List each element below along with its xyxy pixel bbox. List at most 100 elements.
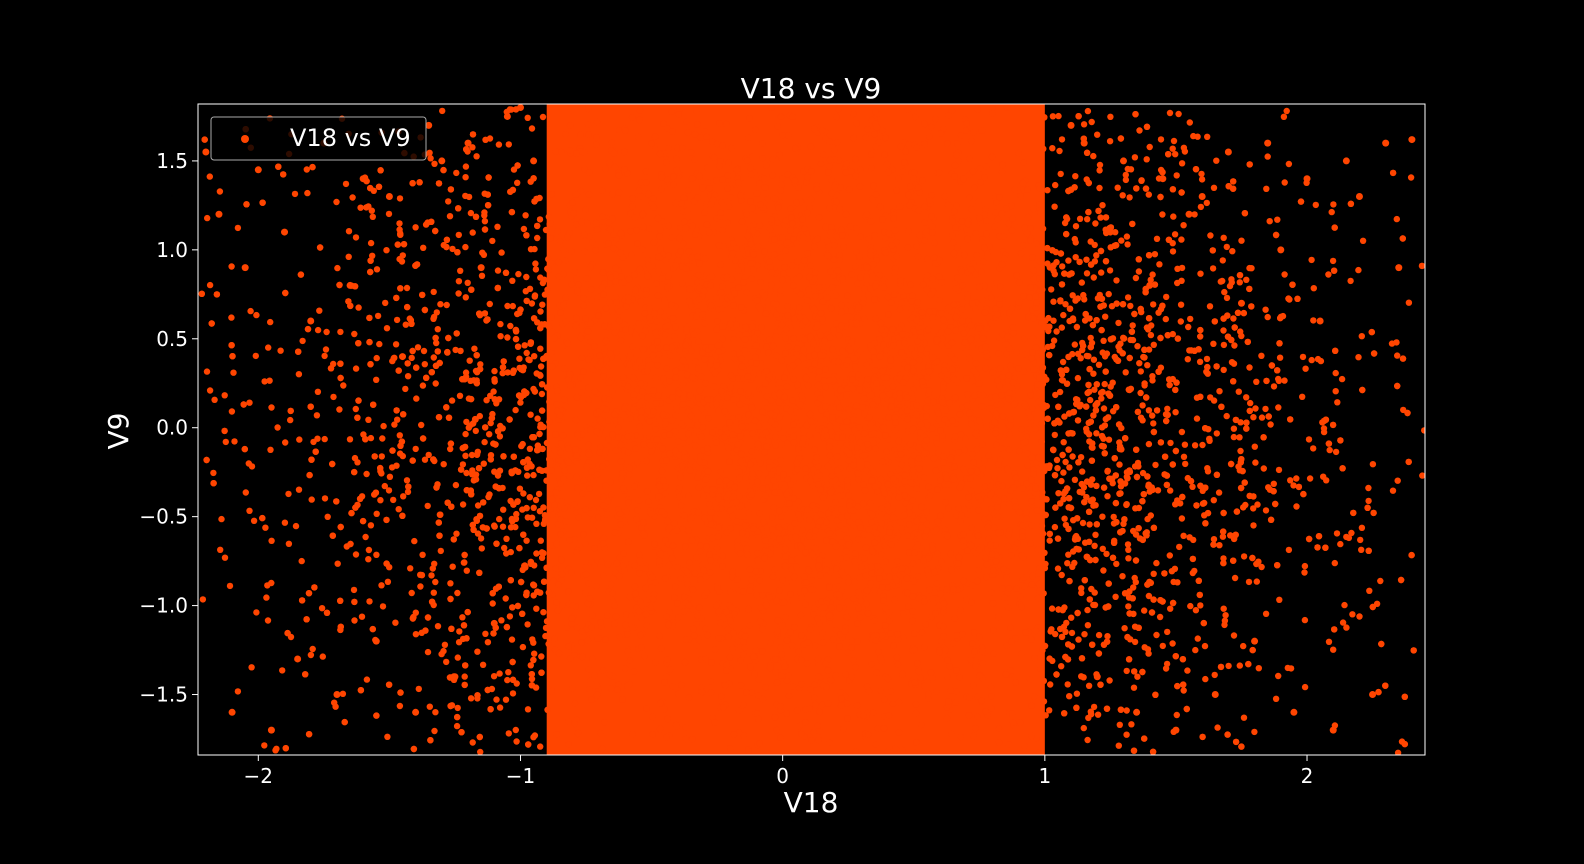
scatter-cloud-point: [824, 462, 832, 470]
scatter-cloud-point: [226, 582, 234, 590]
scatter-cloud-point: [582, 506, 590, 513]
scatter-cloud-point: [587, 263, 594, 271]
scatter-cloud-point: [358, 613, 366, 620]
scatter-cloud-point: [500, 506, 507, 513]
scatter-cloud-point: [756, 577, 764, 584]
scatter-cloud-point: [593, 583, 600, 590]
scatter-cloud-point: [1090, 274, 1098, 281]
scatter-cloud-point: [777, 734, 784, 741]
scatter-cloud-point: [1405, 299, 1413, 306]
scatter-cloud-point: [837, 689, 844, 696]
scatter-cloud-point: [373, 510, 380, 517]
scatter-cloud-point: [790, 433, 797, 440]
scatter-cloud-point: [512, 523, 519, 531]
scatter-cloud-point: [971, 184, 978, 191]
scatter-cloud-point: [1123, 707, 1130, 714]
scatter-cloud-point: [503, 535, 510, 542]
scatter-cloud-point: [1187, 315, 1194, 323]
scatter-cloud-point: [719, 563, 726, 570]
scatter-cloud-point: [484, 639, 492, 646]
scatter-cloud-point: [798, 656, 805, 664]
scatter-cloud-point: [1180, 222, 1187, 229]
scatter-cloud-point: [662, 490, 669, 497]
scatter-cloud-point: [713, 177, 720, 184]
scatter-cloud-point: [253, 609, 260, 616]
scatter-cloud-point: [869, 195, 876, 203]
scatter-cloud-point: [1333, 530, 1341, 537]
scatter-cloud-point: [1198, 176, 1206, 183]
scatter-cloud-point: [1041, 467, 1048, 475]
scatter-cloud-point: [1332, 369, 1339, 377]
scatter-cloud-point: [1190, 132, 1197, 140]
scatter-cloud-point: [1377, 577, 1384, 585]
scatter-cloud-point: [973, 445, 981, 453]
scatter-cloud-point: [784, 275, 791, 283]
scatter-cloud-point: [772, 333, 779, 340]
scatter-cloud-point: [459, 461, 467, 468]
scatter-cloud-point: [489, 237, 496, 245]
scatter-cloud-point: [675, 690, 682, 697]
scatter-cloud-point: [1210, 340, 1217, 347]
scatter-cloud-point: [1083, 270, 1091, 277]
scatter-cloud-point: [872, 445, 879, 452]
scatter-cloud-point: [649, 351, 657, 359]
scatter-cloud-point: [988, 589, 995, 596]
scatter-cloud-point: [1219, 257, 1227, 264]
scatter-cloud-point: [1050, 317, 1057, 324]
scatter-cloud-point: [1021, 351, 1029, 358]
scatter-cloud-point: [923, 413, 930, 420]
scatter-cloud-point: [657, 645, 665, 652]
scatter-cloud-point: [496, 704, 504, 711]
scatter-cloud-point: [693, 226, 700, 234]
scatter-cloud-point: [1252, 405, 1259, 412]
scatter-cloud-point: [600, 572, 607, 580]
scatter-cloud-point: [778, 357, 785, 364]
scatter-cloud-point: [890, 475, 897, 482]
scatter-cloud-point: [751, 670, 758, 677]
scatter-cloud-point: [1017, 650, 1025, 658]
scatter-cloud-point: [573, 394, 581, 401]
scatter-cloud-point: [725, 159, 732, 166]
scatter-cloud-point: [531, 732, 539, 739]
scatter-cloud-point: [526, 445, 534, 452]
scatter-cloud-point: [593, 118, 601, 126]
scatter-cloud-point: [498, 617, 505, 624]
scatter-cloud-point: [891, 227, 899, 234]
scatter-cloud-point: [822, 383, 829, 391]
scatter-cloud-point: [969, 343, 976, 350]
scatter-cloud-point: [1092, 531, 1099, 538]
scatter-cloud-point: [1356, 613, 1363, 620]
scatter-cloud-point: [806, 432, 813, 439]
scatter-cloud-point: [1021, 583, 1028, 590]
scatter-cloud-point: [742, 331, 750, 338]
scatter-cloud-point: [1023, 509, 1030, 516]
scatter-cloud-point: [282, 439, 289, 446]
scatter-cloud-point: [952, 750, 959, 755]
scatter-cloud-point: [1127, 336, 1134, 344]
scatter-cloud-point: [857, 166, 864, 174]
scatter-cloud-point: [982, 206, 989, 213]
scatter-cloud-point: [472, 427, 479, 435]
scatter-cloud-point: [879, 385, 886, 392]
scatter-cloud-point: [1220, 234, 1227, 241]
scatter-cloud-point: [987, 683, 995, 691]
scatter-cloud-point: [615, 189, 623, 196]
scatter-cloud-point: [662, 331, 669, 338]
scatter-cloud-point: [1170, 213, 1177, 220]
scatter-cloud-point: [641, 652, 648, 660]
scatter-cloud-point: [844, 302, 852, 309]
scatter-cloud-point: [1020, 242, 1027, 249]
scatter-cloud-point: [1093, 252, 1100, 259]
scatter-cloud-point: [798, 730, 805, 738]
scatter-cloud-point: [776, 378, 783, 386]
scatter-cloud-point: [539, 301, 546, 308]
scatter-cloud-point: [1049, 145, 1056, 152]
scatter-cloud-point: [1171, 565, 1179, 572]
scatter-cloud-point: [1006, 431, 1013, 438]
scatter-cloud-point: [796, 273, 803, 280]
scatter-cloud-point: [1042, 560, 1049, 568]
scatter-cloud-point: [539, 113, 547, 121]
scatter-cloud-point: [777, 254, 785, 261]
scatter-cloud-point: [817, 357, 825, 364]
scatter-cloud-point: [666, 666, 674, 673]
